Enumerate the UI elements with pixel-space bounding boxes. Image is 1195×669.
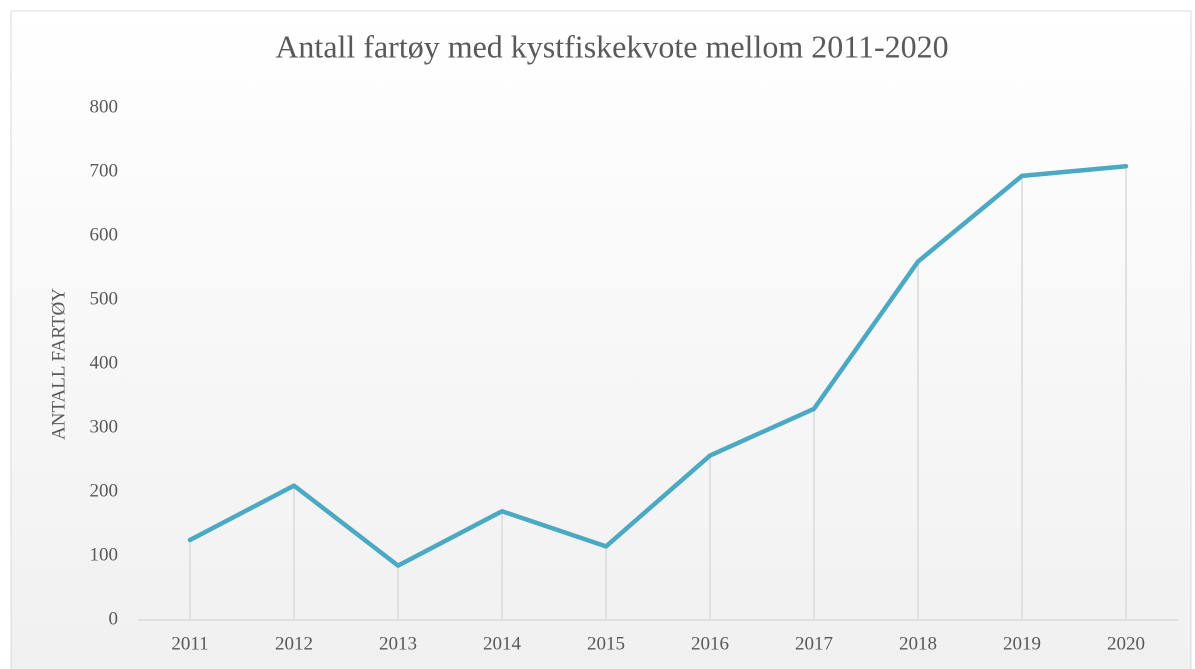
x-tick-label: 2012: [275, 633, 313, 654]
y-tick-label: 200: [90, 480, 119, 501]
x-tick-label: 2018: [899, 633, 937, 654]
y-axis-label: ANTALL FARTØY: [48, 288, 69, 440]
chart-area: [10, 10, 1192, 669]
x-tick-label: 2019: [1003, 633, 1041, 654]
x-tick-label: 2015: [587, 633, 625, 654]
y-tick-label: 100: [90, 544, 119, 565]
x-tick-label: 2020: [1107, 633, 1145, 654]
y-tick-label: 300: [90, 416, 119, 437]
x-tick-label: 2016: [691, 633, 729, 654]
x-tick-label: 2014: [483, 633, 522, 654]
chart-title: Antall fartøy med kystfiskekvote mellom …: [275, 28, 948, 64]
y-tick-label: 600: [90, 224, 119, 245]
x-tick-label: 2011: [171, 633, 208, 654]
y-tick-label: 400: [90, 352, 119, 373]
y-tick-label: 800: [90, 96, 119, 117]
x-tick-label: 2017: [795, 633, 833, 654]
y-tick-label: 0: [109, 608, 119, 629]
line: [187, 163, 1129, 568]
y-tick-label: 700: [90, 160, 119, 181]
y-tick-label: 500: [90, 288, 119, 309]
x-tick-label: 2013: [379, 633, 417, 654]
